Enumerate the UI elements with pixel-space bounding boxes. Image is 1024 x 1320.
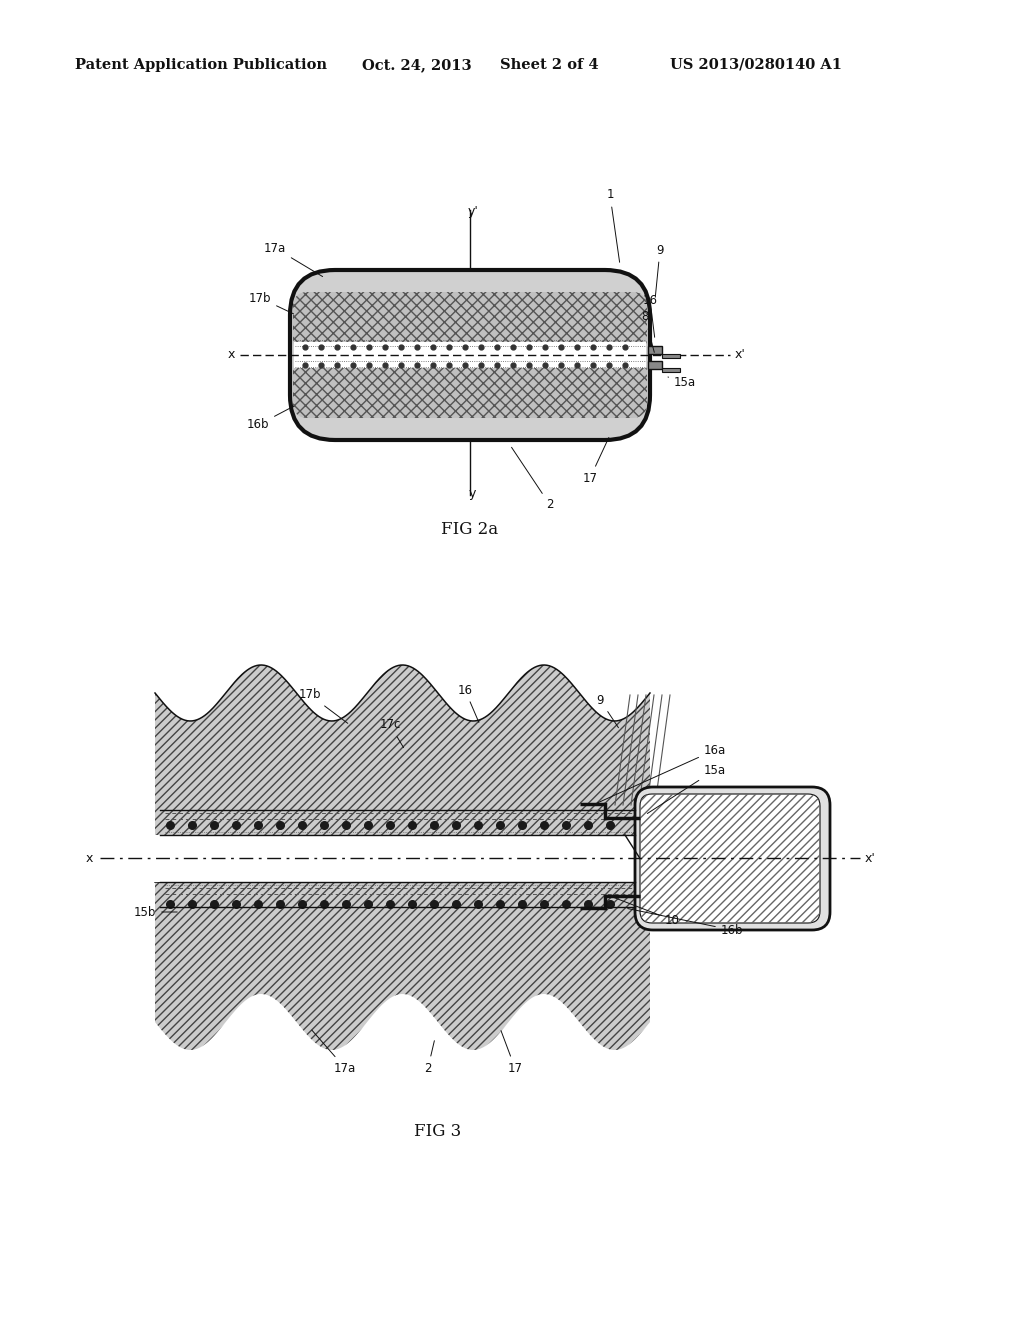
Text: 16b: 16b: [628, 908, 743, 936]
Text: x': x': [865, 851, 876, 865]
Text: 15b: 15b: [134, 906, 177, 919]
Text: 17: 17: [501, 1031, 522, 1074]
Text: Oct. 24, 2013: Oct. 24, 2013: [362, 58, 472, 73]
Text: 8: 8: [641, 310, 654, 352]
Text: x': x': [735, 348, 745, 362]
Bar: [648, 346, 662, 354]
Text: 9: 9: [596, 693, 618, 727]
Bar: [294, 342, 646, 368]
Text: y: y: [468, 487, 476, 500]
FancyBboxPatch shape: [293, 292, 647, 352]
Text: 17c: 17c: [379, 718, 403, 747]
Text: US 2013/0280140 A1: US 2013/0280140 A1: [670, 58, 842, 73]
Text: x: x: [86, 851, 93, 865]
Text: 16a: 16a: [598, 743, 726, 803]
Text: 1: 1: [606, 189, 620, 263]
Text: 17b: 17b: [249, 292, 294, 314]
Bar: [648, 360, 662, 370]
Text: 17a: 17a: [312, 1030, 356, 1074]
Bar: [662, 368, 680, 372]
Text: 15a: 15a: [647, 763, 726, 813]
Text: 9: 9: [655, 243, 664, 297]
Text: 16b: 16b: [247, 407, 294, 432]
Text: Patent Application Publication: Patent Application Publication: [75, 58, 327, 73]
FancyBboxPatch shape: [293, 356, 647, 418]
Text: 17a: 17a: [264, 242, 323, 277]
Bar: [135, 836, 670, 882]
FancyBboxPatch shape: [635, 787, 830, 931]
Text: FIG 2a: FIG 2a: [441, 521, 499, 539]
Text: 16: 16: [642, 293, 657, 337]
FancyBboxPatch shape: [290, 271, 650, 440]
Text: 16: 16: [458, 684, 479, 722]
Text: 10: 10: [612, 898, 680, 927]
Text: x: x: [227, 348, 234, 362]
Text: FIG 3: FIG 3: [414, 1123, 461, 1140]
Polygon shape: [155, 882, 650, 1049]
FancyBboxPatch shape: [640, 795, 820, 923]
Bar: [662, 354, 680, 358]
Text: y': y': [468, 205, 478, 218]
Text: 15a: 15a: [668, 376, 696, 389]
Polygon shape: [155, 665, 650, 836]
Text: 17: 17: [583, 437, 609, 484]
Text: 2: 2: [512, 447, 554, 511]
Text: 2: 2: [424, 1040, 434, 1074]
Text: 17b: 17b: [299, 689, 348, 723]
Text: Sheet 2 of 4: Sheet 2 of 4: [500, 58, 599, 73]
